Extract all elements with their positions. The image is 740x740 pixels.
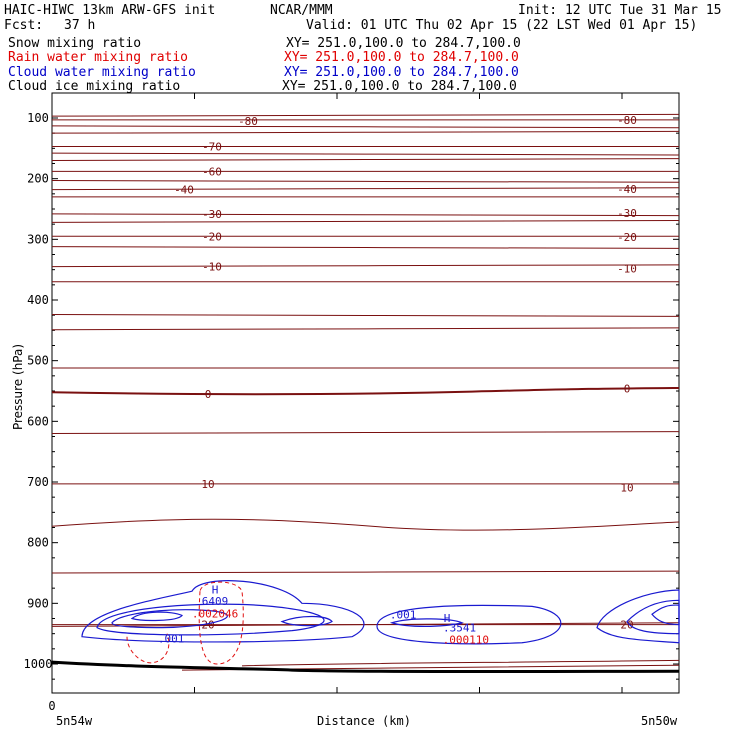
temperature-contour — [51, 431, 680, 434]
legend-snow-xy: XY= 251.0,100.0 to 284.7,100.0 — [286, 36, 521, 51]
temperature-contour — [51, 152, 680, 156]
y-tick-label: 600 — [27, 414, 49, 428]
y-tick-label: 300 — [27, 232, 49, 246]
contour-annotation: .3541 — [443, 622, 476, 635]
temperature-label-right: -20 — [617, 231, 637, 244]
rain-water-contour — [198, 581, 244, 665]
temperature-contour — [51, 213, 680, 217]
legend-snow-name: Snow mixing ratio — [8, 36, 142, 51]
contour-annotation: .001 — [390, 608, 417, 621]
cloud-water-contour — [81, 580, 365, 643]
y-tick-label: 100 — [27, 111, 49, 125]
cloud-water-contour — [280, 615, 333, 627]
y-tick-label: 500 — [27, 354, 49, 368]
temperature-contour — [241, 659, 680, 667]
temperature-label-right: -80 — [617, 114, 637, 127]
x-tick-label: 0 — [48, 699, 55, 713]
valid-time: Valid: 01 UTC Thu 02 Apr 15 (22 LST Wed … — [306, 18, 698, 33]
temperature-label: 20 — [201, 619, 214, 632]
model-title: HAIC-HIWC 13km ARW-GFS init — [4, 3, 216, 18]
org-label: NCAR/MMM — [270, 3, 333, 18]
cloud-water-contour — [389, 618, 464, 627]
contour-annotation: .002046 — [192, 608, 238, 621]
y-tick-label: 800 — [27, 536, 49, 550]
temperature-label: -20 — [202, 230, 222, 243]
temperature-contour — [51, 327, 680, 331]
x-end-label: 5n50w — [641, 714, 678, 728]
rain-water-contour — [126, 633, 170, 664]
temperature-label-right: 20 — [620, 619, 633, 632]
legend-rain-xy: XY= 251.0,100.0 to 284.7,100.0 — [284, 50, 519, 65]
temperature-contour — [51, 622, 680, 627]
temperature-contour — [51, 246, 680, 249]
temperature-contour — [51, 125, 680, 129]
temperature-label-right: -30 — [617, 207, 637, 220]
cloud-water-contour — [376, 604, 562, 645]
y-tick-label: 1000 — [24, 657, 53, 671]
temperature-label-right: 10 — [620, 481, 633, 494]
temperature-label: -40 — [174, 184, 194, 197]
init-time: Init: 12 UTC Tue 31 Mar 15 — [518, 3, 722, 18]
legend-rain-name: Rain water mixing ratio — [8, 50, 189, 65]
temperature-contour — [51, 264, 680, 268]
cloud-water-contour — [96, 603, 325, 636]
temperature-label: -30 — [202, 208, 222, 221]
temperature-contour — [51, 570, 680, 574]
contour-annotation: H — [444, 612, 451, 625]
ground-surface — [51, 660, 680, 674]
temperature-label-right: -10 — [617, 262, 637, 275]
temperature-label-right: 0 — [624, 383, 631, 396]
temperature-contour — [51, 187, 680, 191]
temperature-label: 10 — [201, 478, 214, 491]
contour-annotation: H — [212, 583, 219, 596]
temperature-label: -80 — [238, 115, 258, 128]
y-tick-label: 700 — [27, 475, 49, 489]
temperature-contour — [51, 386, 680, 396]
cloud-water-contour — [130, 611, 183, 622]
y-tick-label: 400 — [27, 293, 49, 307]
legend-cloud-water-xy: XY= 251.0,100.0 to 284.7,100.0 — [284, 65, 519, 80]
temperature-label-right: -40 — [617, 183, 637, 196]
fcst-value: 37 h — [64, 18, 96, 33]
legend-cloud-ice-name: Cloud ice mixing ratio — [8, 79, 181, 94]
temperature-label: -10 — [202, 261, 222, 274]
contour-annotation: .000110 — [443, 634, 489, 647]
legend-cloud-water-name: Cloud water mixing ratio — [8, 65, 196, 80]
temperature-label: 0 — [205, 388, 212, 401]
temperature-contour — [51, 158, 680, 161]
cloud-water-contour — [111, 609, 228, 629]
temperature-label: -70 — [202, 141, 222, 154]
y-tick-label: 900 — [27, 596, 49, 610]
legend-cloud-ice-xy: XY= 251.0,100.0 to 284.7,100.0 — [282, 79, 517, 94]
temperature-contour — [51, 130, 680, 134]
contour-annotation: 6409 — [202, 595, 229, 608]
fcst-label: Fcst: — [4, 18, 44, 33]
x-axis-label: Distance (km) — [317, 714, 411, 728]
cloud-water-contour — [596, 589, 680, 644]
temperature-label: -60 — [202, 165, 222, 178]
contour-annotation: .001 — [158, 633, 185, 646]
temperature-contour — [51, 179, 680, 183]
temperature-contour — [51, 314, 680, 317]
cloud-water-contour — [651, 604, 680, 626]
temperature-contour — [51, 220, 680, 223]
temperature-contour — [51, 113, 680, 117]
x-start-label: 5n54w — [56, 714, 93, 728]
y-tick-label: 200 — [27, 172, 49, 186]
temperature-contour — [51, 518, 680, 531]
